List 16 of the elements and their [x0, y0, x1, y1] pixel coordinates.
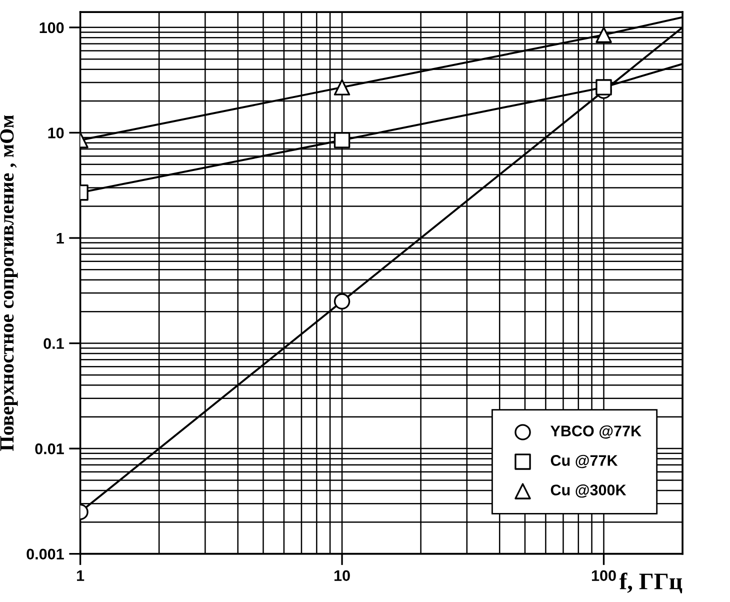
legend-label: Cu @77K — [550, 454, 618, 468]
y-axis-title: Поверхностное сопротивление , мОм — [0, 115, 18, 451]
y-tick-label: 0.1 — [44, 338, 64, 349]
point — [596, 26, 612, 43]
legend-label: YBCO @77K — [550, 425, 642, 439]
x-axis-title: f, ГГц — [619, 572, 682, 594]
x-tick-label: 10 — [334, 570, 350, 582]
y-tick-label: 0.001 — [26, 548, 64, 560]
y-tick-label: 1 — [56, 233, 64, 244]
x-tick-label: 1 — [77, 570, 84, 581]
x-tick-label: 100 — [592, 570, 616, 582]
point — [596, 79, 612, 96]
y-tick-label: 10 — [48, 128, 64, 138]
legend-label: Cu @300K — [550, 484, 626, 498]
y-tick-label: 0.01 — [35, 443, 64, 454]
y-tick-label: 100 — [40, 22, 64, 34]
